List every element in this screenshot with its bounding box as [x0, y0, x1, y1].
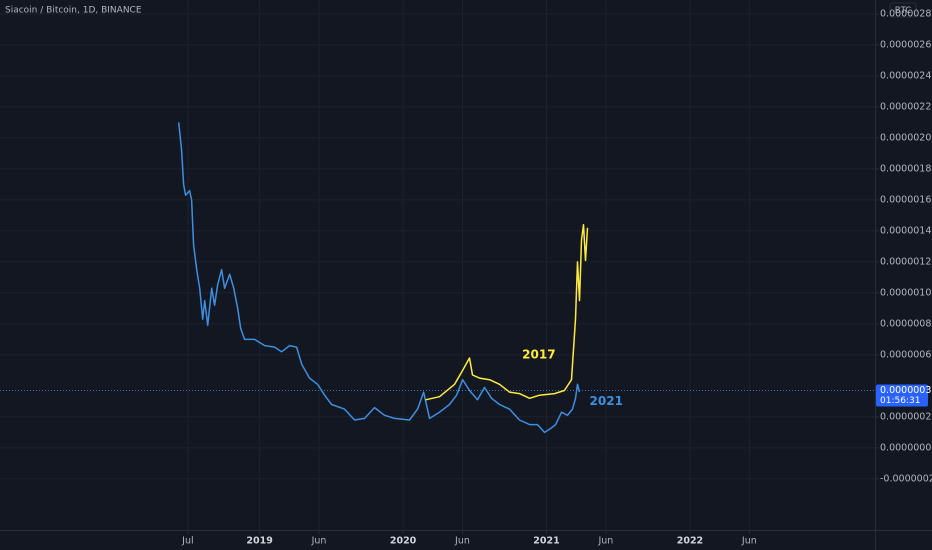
x-tick-label: Jun: [311, 536, 327, 547]
series-line: [425, 223, 589, 401]
y-tick-label: 0.00000080: [880, 318, 932, 329]
x-tick-label: 2021: [533, 536, 559, 547]
grid: [0, 0, 875, 530]
currency-label[interactable]: BTC: [895, 6, 912, 16]
y-tick-label: 0.00000220: [880, 101, 932, 112]
currency-box[interactable]: [889, 2, 917, 18]
x-tick-label: Jun: [454, 536, 470, 547]
y-tick-label: 0.00000000: [880, 442, 932, 453]
y-tick-label: 0.00000260: [880, 39, 932, 50]
y-tick-label: 0.00000120: [880, 256, 932, 267]
annotation: 2021: [590, 394, 623, 408]
series-line: [177, 122, 581, 434]
x-tick-label: 2022: [677, 536, 703, 547]
last-price-tag: [876, 384, 928, 407]
last-price-label: 0.00000037: [880, 385, 932, 396]
y-tick-label: -0.00000020: [880, 473, 932, 484]
y-tick-label: 0.00000100: [880, 287, 932, 298]
x-tick-label: Jul: [181, 536, 193, 547]
y-tick-label: 0.00000060: [880, 349, 932, 360]
annotation: 2017: [522, 347, 555, 361]
y-tick-label: 0.00000140: [880, 225, 932, 236]
x-tick-label: 2020: [390, 536, 417, 547]
y-tick-label: 0.00000180: [880, 163, 932, 174]
y-tick-label: 0.00000200: [880, 132, 932, 143]
countdown-label: 01:56:31: [880, 396, 920, 406]
x-tick-label: Jun: [597, 536, 613, 547]
y-tick-label: 0.00000280: [880, 8, 932, 19]
y-tick-label: 0.00000160: [880, 194, 932, 205]
x-tick-label: 2019: [246, 536, 272, 547]
x-tick-label: Jun: [741, 536, 757, 547]
y-tick-label: 0.00000020: [880, 411, 932, 422]
chart-title: Siacoin / Bitcoin, 1D, BINANCE: [5, 6, 142, 16]
y-tick-label: 0.00000240: [880, 70, 932, 81]
